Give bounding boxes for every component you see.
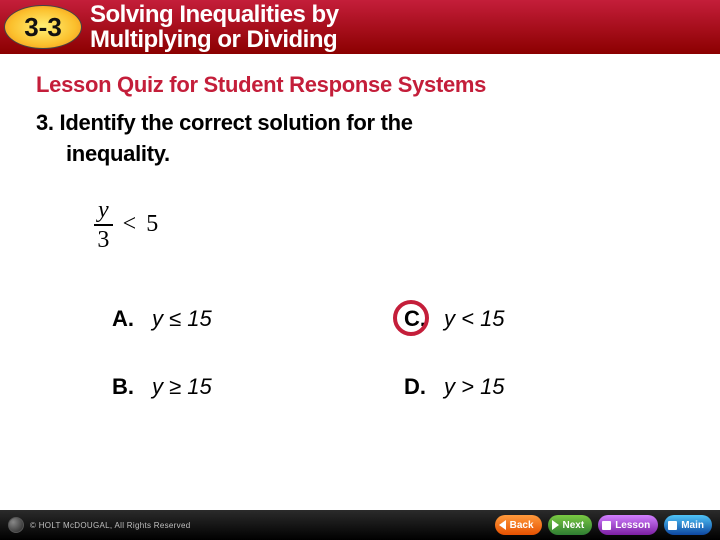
content-area: Lesson Quiz for Student Response Systems… (0, 54, 720, 400)
answers-grid: A. y ≤ 15 C. y < 15 B. y ≥ 15 D. y > 15 (108, 306, 692, 400)
header-bar: 3-3 Solving Inequalities by Multiplying … (0, 0, 720, 54)
header-title-line1: Solving Inequalities by (90, 1, 339, 28)
main-button[interactable]: Main (664, 515, 712, 535)
square-icon (602, 521, 611, 530)
header-title: Solving Inequalities by Multiplying or D… (90, 2, 339, 52)
fraction: y 3 (94, 198, 113, 252)
triangle-right-icon (552, 520, 559, 530)
answer-b-text: y ≥ 15 (152, 374, 212, 400)
fraction-numerator: y (94, 198, 113, 224)
inequality-operator: < (123, 211, 137, 238)
inequality-expression: y 3 < 5 (94, 198, 692, 252)
main-button-label: Main (681, 520, 704, 531)
lesson-number-badge: 3-3 (4, 5, 82, 49)
answer-a[interactable]: A. y ≤ 15 (108, 306, 400, 332)
inequality-rhs: 5 (146, 211, 158, 238)
answer-d[interactable]: D. y > 15 (400, 374, 692, 400)
footer-bar: © HOLT McDOUGAL, All Rights Reserved Bac… (0, 510, 720, 540)
answer-d-label: D. (400, 374, 430, 400)
copyright-block: © HOLT McDOUGAL, All Rights Reserved (8, 517, 190, 533)
publisher-logo-icon (8, 517, 24, 533)
header-title-line2: Multiplying or Dividing (90, 26, 337, 53)
copyright-text: © HOLT McDOUGAL, All Rights Reserved (30, 521, 190, 530)
next-button[interactable]: Next (548, 515, 593, 535)
answer-b-label: B. (108, 374, 138, 400)
lesson-button-label: Lesson (615, 520, 650, 531)
quiz-subtitle: Lesson Quiz for Student Response Systems (36, 72, 692, 98)
nav-buttons: Back Next Lesson Main (495, 515, 712, 535)
answer-c-text: y < 15 (444, 306, 505, 332)
answer-a-text: y ≤ 15 (152, 306, 212, 332)
back-button-label: Back (510, 520, 534, 531)
question-line2: inequality. (66, 141, 170, 166)
correct-circle-icon (393, 300, 429, 336)
answer-c-label: C. (400, 306, 430, 332)
question-line1: 3. Identify the correct solution for the (36, 110, 413, 135)
fraction-denominator: 3 (97, 226, 109, 252)
next-button-label: Next (563, 520, 585, 531)
back-button[interactable]: Back (495, 515, 542, 535)
triangle-left-icon (499, 520, 506, 530)
answer-d-text: y > 15 (444, 374, 505, 400)
lesson-button[interactable]: Lesson (598, 515, 658, 535)
answer-c[interactable]: C. y < 15 (400, 306, 692, 332)
answer-a-label: A. (108, 306, 138, 332)
answer-b[interactable]: B. y ≥ 15 (108, 374, 400, 400)
square-icon (668, 521, 677, 530)
question-text: 3. Identify the correct solution for the… (36, 108, 692, 170)
